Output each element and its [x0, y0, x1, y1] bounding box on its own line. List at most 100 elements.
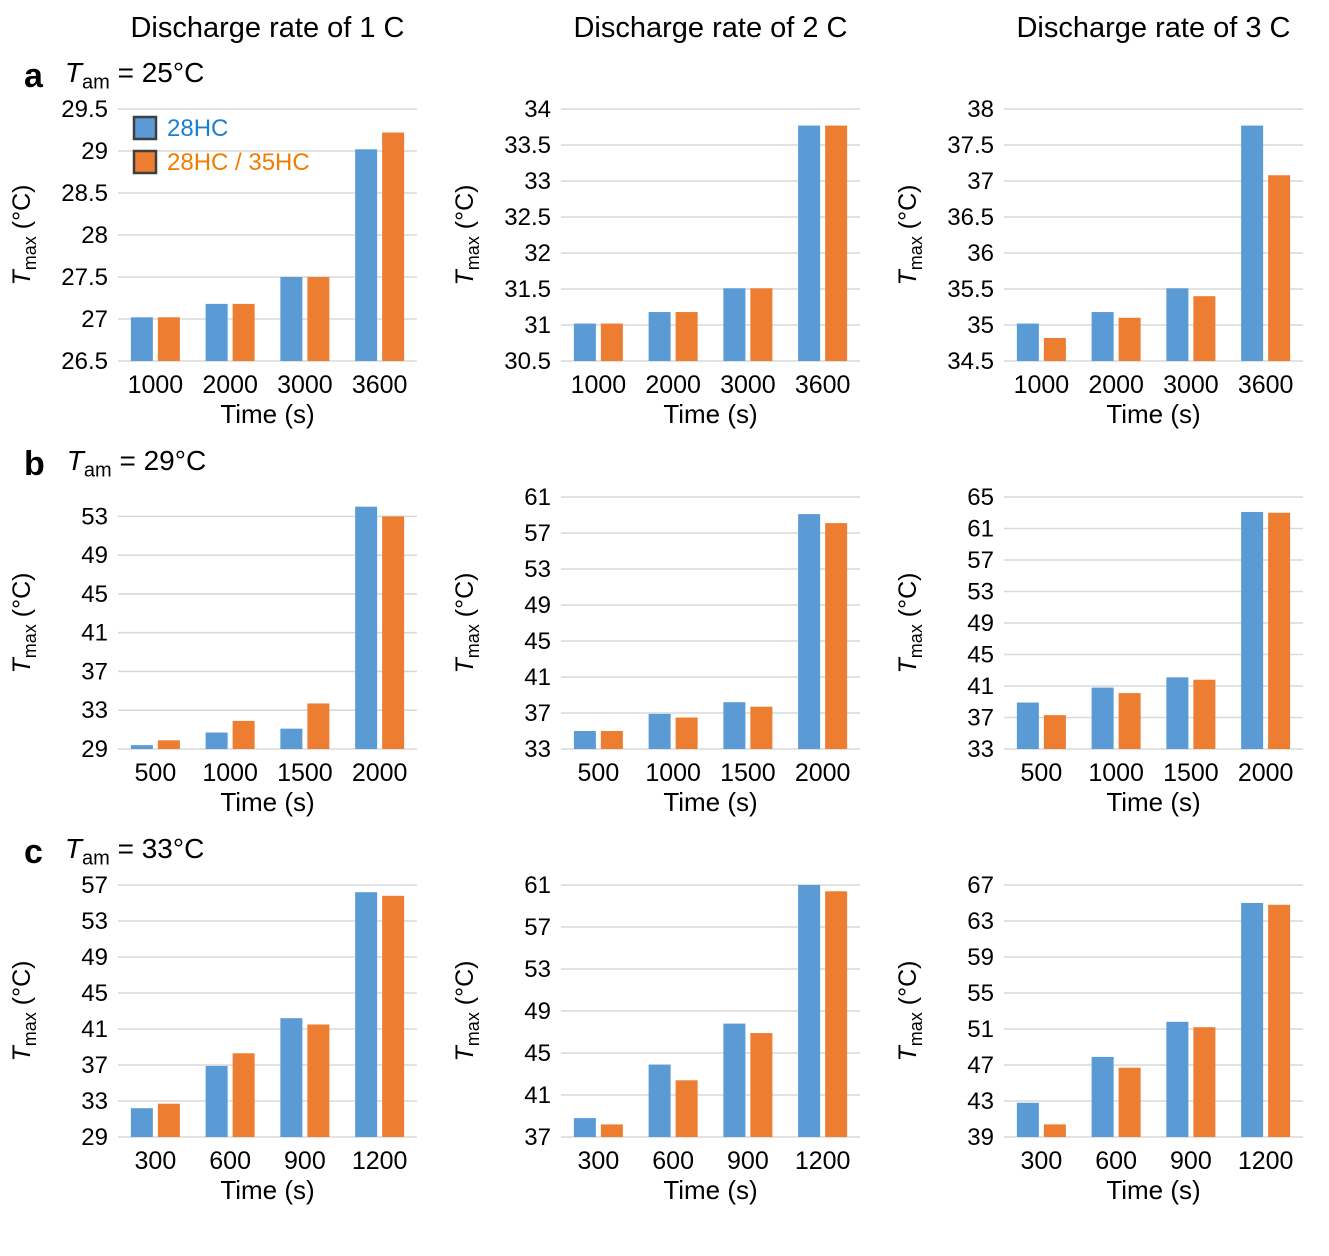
y-tick-label: 37.5 [947, 132, 994, 159]
x-tick-label: 300 [135, 1147, 177, 1175]
x-tick-label: 1000 [202, 759, 258, 787]
chart-tam33-3c-svg: 39 43 47 51 55 59 63 67 Tmax (°C) 300 600 900 1200 Ti… [894, 873, 1303, 1205]
x-tick-label: 1200 [795, 1147, 851, 1175]
bar-28HC-2000 [205, 303, 228, 361]
x-tick-label: 1000 [1014, 371, 1070, 399]
bar-28HC-3600 [798, 125, 821, 361]
bar-28HC-600 [648, 1064, 671, 1137]
x-tick-label: 900 [727, 1147, 769, 1175]
y-tick-label: 33.5 [504, 132, 551, 159]
bar-28HC-1200 [355, 892, 378, 1137]
x-tick-label: 600 [209, 1147, 251, 1175]
bar-28HC35HC-2000 [1118, 317, 1141, 361]
chart-tam33-1c-svg: 29 33 37 41 45 49 53 57 Tmax (°C) 300 600 900 1200 Ti… [8, 873, 417, 1205]
bar-28HC35HC-500 [600, 731, 623, 749]
y-tick-label: 49 [524, 592, 551, 619]
bar-28HC-900 [280, 1018, 303, 1137]
y-tick-label: 37 [524, 700, 551, 727]
y-axis-title: Tmax (°C) [894, 573, 926, 674]
bar-28HC35HC-1200 [382, 895, 405, 1137]
y-tick-label: 51 [967, 1016, 994, 1043]
y-tick-label: 61 [524, 485, 551, 511]
panel-letter-a: a [24, 57, 43, 95]
x-tick-label: 1000 [645, 759, 701, 787]
y-tick-label: 43 [967, 1088, 994, 1115]
bar-28HC35HC-2000 [825, 523, 848, 749]
bar-28HC-300 [573, 1118, 596, 1137]
bar-28HC35HC-600 [1118, 1067, 1141, 1137]
y-tick-label: 53 [524, 556, 551, 583]
x-tick-label: 300 [578, 1147, 620, 1175]
x-axis-title: Time (s) [220, 787, 314, 817]
y-tick-label: 65 [967, 485, 994, 511]
y-axis-title: Tmax (°C) [8, 961, 40, 1062]
bar-28HC-500 [573, 731, 596, 749]
y-axis-title: Tmax (°C) [451, 185, 483, 286]
ambient-label-b: Tam = 29°C [66, 445, 207, 482]
bar-28HC-600 [205, 1065, 228, 1137]
chart-tam25-2c-svg: 30.5 31 31.5 32 32.5 33 33.5 34 Tmax (°C) 1000 200… [451, 97, 860, 429]
x-tick-label: 600 [1095, 1147, 1137, 1175]
chart-tam33-3c: 39 43 47 51 55 59 63 67 Tmax (°C) 300 600 900 1200 Ti… [886, 873, 1329, 1209]
bar-28HC35HC-600 [675, 1080, 698, 1137]
y-tick-label: 61 [524, 873, 551, 899]
panel-letter-b: b [24, 445, 45, 483]
y-tick-label: 34 [524, 97, 551, 123]
bar-28HC35HC-1000 [232, 720, 255, 749]
y-axis-title: Tmax (°C) [894, 961, 926, 1062]
bar-28HC-1000 [573, 323, 596, 361]
bar-28HC35HC-2000 [232, 303, 255, 361]
bar-28HC35HC-1500 [750, 706, 773, 749]
bar-28HC35HC-1500 [1193, 679, 1216, 749]
charts-row-b: 29 33 37 41 45 49 53 Tmax (°C) 500 1000 1500 2000 Ti… [0, 485, 1329, 821]
column-header-3c: Discharge rate of 3 C [1016, 12, 1291, 44]
y-tick-label: 27 [81, 306, 108, 333]
y-tick-label: 37 [524, 1124, 551, 1151]
bar-28HC35HC-300 [600, 1124, 623, 1137]
x-tick-label: 500 [578, 759, 620, 787]
x-tick-label: 1200 [352, 1147, 408, 1175]
y-tick-label: 33 [81, 1088, 108, 1115]
bar-28HC-1500 [280, 728, 303, 749]
bar-28HC35HC-3600 [382, 132, 405, 361]
y-tick-label: 38 [967, 97, 994, 123]
y-tick-label: 45 [81, 980, 108, 1007]
y-tick-label: 49 [81, 944, 108, 971]
x-tick-label: 1200 [1238, 1147, 1294, 1175]
bar-28HC-1000 [1016, 323, 1039, 361]
x-tick-label: 3000 [277, 371, 333, 399]
x-tick-label: 500 [135, 759, 177, 787]
y-tick-label: 37 [81, 658, 108, 685]
charts-row-a: 26.5 27 27.5 28 28.5 29 29.5 Tmax (°C) 1000 2000 3… [0, 97, 1329, 433]
x-axis-title: Time (s) [663, 1175, 757, 1205]
x-tick-label: 3600 [795, 371, 851, 399]
bar-28HC35HC-2000 [1268, 512, 1291, 749]
bar-28HC-1500 [723, 702, 746, 749]
y-tick-label: 55 [967, 980, 994, 1007]
bar-28HC35HC-3000 [1193, 296, 1216, 361]
bar-28HC-2000 [1241, 511, 1264, 749]
y-tick-label: 41 [524, 664, 551, 691]
x-tick-label: 2000 [645, 371, 701, 399]
column-headers: Discharge rate of 1 C Discharge rate of … [0, 0, 1329, 45]
bar-28HC-900 [1166, 1021, 1189, 1137]
bar-28HC-600 [1091, 1056, 1114, 1137]
y-tick-label: 27.5 [61, 264, 108, 291]
x-axis-title: Time (s) [1106, 787, 1200, 817]
bar-28HC35HC-2000 [675, 312, 698, 361]
x-tick-label: 300 [1021, 1147, 1063, 1175]
bar-28HC-500 [1016, 702, 1039, 749]
row-a: a Tam = 25°C 26.5 27 27.5 28 28.5 29 29.5 Tmax … [0, 55, 1329, 433]
y-tick-label: 45 [81, 581, 108, 608]
bar-28HC35HC-1000 [157, 317, 180, 361]
y-axis-title: Tmax (°C) [451, 573, 483, 674]
legend-label-1: 28HC / 35HC [167, 149, 310, 176]
bar-28HC-2000 [355, 506, 378, 749]
chart-tam33-1c: 29 33 37 41 45 49 53 57 Tmax (°C) 300 600 900 1200 Ti… [0, 873, 443, 1209]
y-tick-label: 33 [967, 736, 994, 763]
y-tick-label: 36 [967, 240, 994, 267]
chart-tam29-1c-svg: 29 33 37 41 45 49 53 Tmax (°C) 500 1000 1500 2000 Ti… [8, 503, 417, 817]
bar-28HC35HC-500 [1043, 715, 1066, 749]
x-tick-label: 1000 [571, 371, 627, 399]
